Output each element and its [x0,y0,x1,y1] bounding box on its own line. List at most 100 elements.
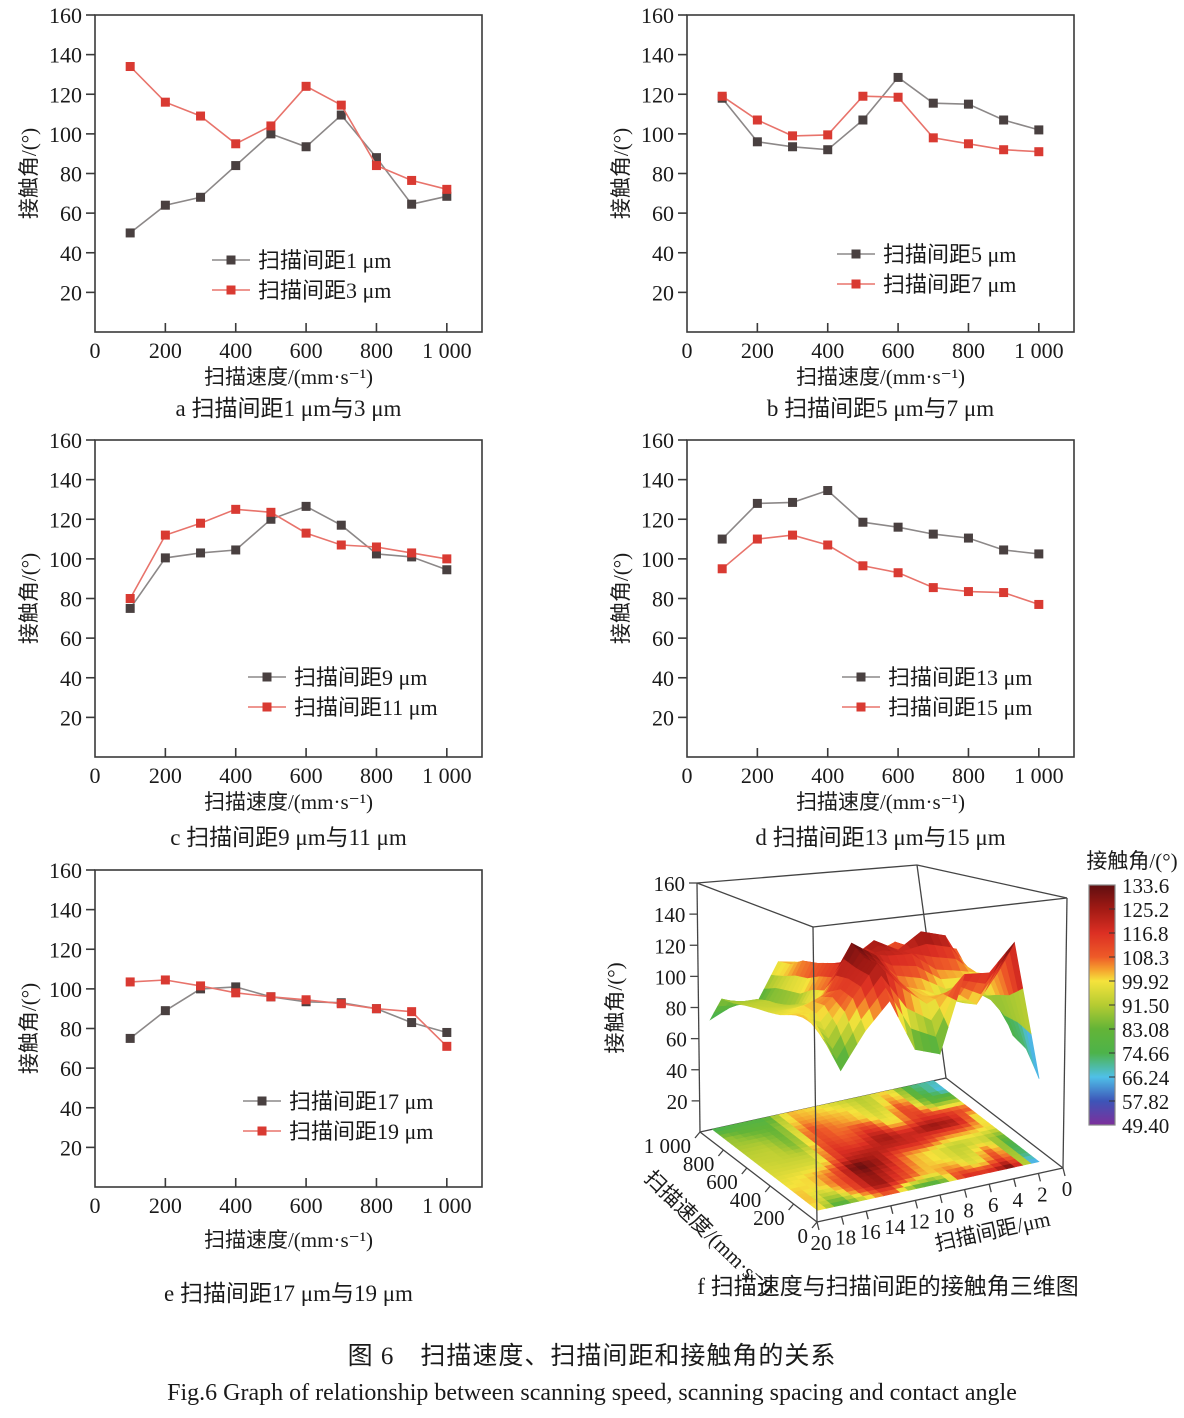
speed-tick [764,1185,771,1193]
data-point [928,583,938,593]
x-axis-title: 扫描速度/(mm·s⁻¹) [796,790,965,814]
data-point [371,1004,381,1014]
data-point [160,553,170,563]
box-edge [945,1077,1064,1169]
y-tick-label: 60 [60,201,82,226]
spacing-tick-label: 16 [860,1220,881,1244]
series-line [129,508,447,599]
x-tick-label: 1 000 [422,338,472,363]
data-point [160,1006,170,1016]
data-point [752,137,762,147]
spacing-tick [988,1184,992,1193]
data-point [788,131,798,141]
data-point [125,603,135,613]
spacing-tick [1037,1173,1042,1182]
subplot-f-3d: 20 40 60 80 100 120 140 160 接触角/(°) 0 200 400 600 800… [592,840,1184,1320]
series-line [129,65,447,191]
data-point [963,587,973,597]
chart-e-svg: 20 40 60 80 100 120 140 160 0 200 400 600 800 1 000 接触… [17,858,483,1306]
x-tick-label: 200 [149,1193,182,1218]
data-point [336,520,346,530]
y-tick-label: 80 [60,587,82,612]
figure-caption-zh: 图 6 扫描速度、扫描间距和接触角的关系 [347,1343,837,1370]
x-tick-label: 1 000 [422,1193,472,1218]
y-axis-title: 接触角/(°) [17,553,41,644]
data-point [266,992,276,1002]
colorbar-label: 125.2 [1122,898,1169,922]
speed-tick [811,1221,818,1229]
data-point [196,518,206,528]
colorbar-label: 66.24 [1122,1066,1170,1090]
data-point [823,540,833,550]
data-point [442,554,452,564]
x-tick-label: 1 000 [422,763,472,788]
y-tick-label: 100 [641,547,674,572]
y-tick-label: 120 [49,937,82,962]
box-edge [696,864,918,884]
colorbar-label: 108.3 [1122,946,1169,970]
data-point [717,91,727,101]
data-point [788,497,798,507]
data-point [999,588,1009,598]
y-tick-label: 60 [60,1056,82,1081]
z-axis-title: 接触角/(°) [603,962,627,1053]
legend-marker [257,1126,267,1136]
surface-mesh [709,931,1040,1079]
colorbar-title: 接触角/(°) [1086,849,1177,873]
subplot-caption: e 扫描间距17 μm与19 μm [164,1281,413,1306]
spacing-tick [816,1221,820,1231]
colorbar-label: 91.50 [1122,994,1169,1018]
series-line [721,489,1039,555]
y-tick-label: 40 [60,666,82,691]
y-tick-label: 140 [641,468,674,493]
data-point [407,175,417,185]
legend-marker [257,1096,267,1106]
spacing-tick [1062,1167,1066,1177]
data-point [336,110,346,120]
data-point [266,121,276,131]
speed-tick [788,1203,795,1211]
data-point [858,517,868,527]
y-tick-label: 160 [641,3,674,28]
subplot-caption: c 扫描间距9 μm与11 μm [170,825,407,850]
z-tick-label: 20 [667,1090,688,1114]
data-point [371,153,381,163]
figure-caption-en: Fig.6 Graph of relationship between scan… [167,1380,1017,1406]
data-point [231,504,241,514]
x-tick-label: 600 [290,1193,323,1218]
legend-marker [262,702,272,712]
colorbar-label: 49.40 [1122,1114,1169,1138]
y-tick-label: 80 [652,162,674,187]
legend-label: 扫描间距19 μm [289,1119,433,1144]
data-point [336,540,346,550]
spacing-tick [1013,1178,1017,1187]
x-tick-label: 200 [741,763,774,788]
data-point [231,161,241,171]
colorbar-label: 99.92 [1122,970,1169,994]
subplot-b: 20 40 60 80 100 120 140 160 0 200 400 600 800 1 000 接触… [592,0,1184,425]
y-tick-label: 60 [60,626,82,651]
y-tick-label: 160 [49,3,82,28]
spacing-tick-label: 8 [963,1199,974,1223]
y-tick-label: 140 [641,43,674,68]
data-point [963,533,973,543]
x-tick-label: 600 [882,338,915,363]
x-tick-label: 400 [811,763,844,788]
y-tick-label: 100 [641,122,674,147]
legend-label: 扫描间距11 μm [294,695,438,720]
y-tick-label: 140 [49,468,82,493]
data-point [963,139,973,149]
plot-frame [686,14,1075,333]
spacing-tick [914,1200,919,1209]
y-tick-label: 120 [641,507,674,532]
y-tick-label: 160 [49,858,82,883]
data-point [999,545,1009,555]
data-point [963,99,973,109]
data-point [301,995,311,1005]
data-point [928,98,938,108]
speed-tick-label: 200 [753,1206,785,1230]
z-tick-label: 60 [666,1028,687,1052]
y-tick-label: 40 [60,1096,82,1121]
data-point [893,92,903,102]
